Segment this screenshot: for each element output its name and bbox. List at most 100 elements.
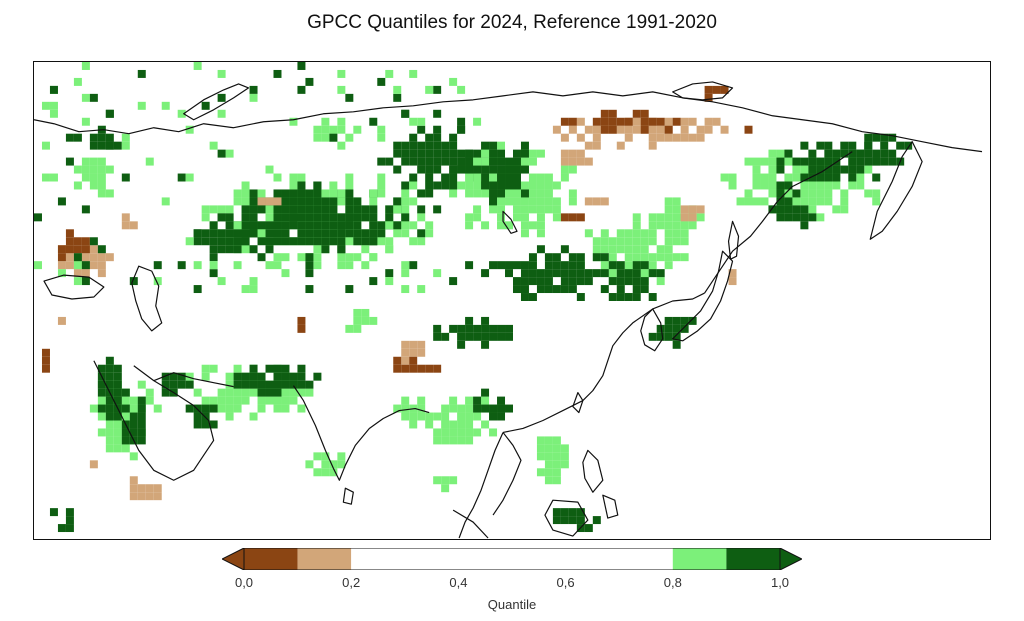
quantile-cell-very-wet (329, 237, 338, 246)
quantile-cell-very-wet (249, 364, 258, 373)
quantile-cell-wet (233, 189, 242, 198)
quantile-cell-very-wet (449, 149, 458, 158)
quantile-cell-very-wet (281, 213, 290, 222)
quantile-cell-wet (457, 404, 466, 413)
quantile-cell-wet (225, 388, 234, 397)
quantile-cell-very-wet (465, 316, 474, 325)
quantile-cell-dry (592, 197, 601, 206)
quantile-cell-very-wet (321, 221, 330, 230)
quantile-cell-very-wet (616, 269, 625, 278)
quantile-cell-wet (209, 396, 218, 405)
quantile-cell-wet (401, 205, 410, 214)
quantile-cell-dry (688, 205, 697, 214)
quantile-cell-very-wet (233, 229, 242, 238)
quantile-cell-wet (97, 157, 106, 166)
quantile-cell-very-wet (369, 205, 378, 214)
quantile-cell-dry (592, 141, 601, 150)
quantile-cell-very-wet (169, 380, 178, 389)
quantile-cell-wet (177, 109, 186, 118)
quantile-cell-wet (409, 412, 418, 421)
quantile-cell-very-wet (217, 149, 226, 158)
quantile-cell-wet (81, 173, 90, 182)
quantile-cell-very-wet (297, 85, 306, 94)
quantile-cell-wet (209, 205, 218, 214)
quantile-cell-very-wet (848, 157, 857, 166)
quantile-cell-very-wet (369, 229, 378, 238)
quantile-cell-dry (664, 133, 673, 142)
quantile-cell-very-wet (505, 324, 513, 333)
quantile-cell-very-dry (632, 109, 641, 118)
quantile-cell-very-wet (497, 261, 506, 270)
quantile-cell-wet (273, 404, 282, 413)
quantile-cell-very-dry (576, 213, 585, 222)
quantile-cell-wet (744, 189, 753, 198)
quantile-cell-dry (680, 125, 689, 134)
quantile-cell-wet (536, 173, 545, 182)
quantile-cell-very-wet (840, 165, 849, 174)
quantile-cell-wet (592, 237, 601, 246)
quantile-cell-dry (129, 492, 138, 501)
quantile-cell-wet (592, 245, 601, 254)
quantile-cell-very-wet (193, 229, 202, 238)
quantile-cell-very-wet (457, 125, 466, 134)
quantile-cell-very-wet (97, 388, 106, 397)
quantile-cell-very-wet (89, 133, 98, 142)
quantile-cell-very-wet (552, 508, 561, 517)
quantile-cell-very-wet (505, 269, 513, 278)
quantile-cell-dry (97, 253, 106, 262)
quantile-cell-very-wet (409, 133, 418, 142)
quantile-cell-very-wet (872, 157, 881, 166)
quantile-cell-very-wet (121, 404, 130, 413)
quantile-cell-very-wet (616, 261, 625, 270)
quantile-cell-very-dry (65, 237, 74, 246)
quantile-cell-wet (465, 428, 474, 437)
quantile-cell-very-wet (137, 436, 146, 445)
quantile-cell-very-wet (257, 372, 266, 381)
quantile-cell-very-wet (401, 109, 410, 118)
quantile-cell-wet (257, 404, 266, 413)
quantile-cell-very-wet (273, 189, 282, 198)
quantile-cell-very-wet (576, 516, 585, 525)
quantile-cell-very-wet (632, 277, 641, 286)
quantile-cell-wet (337, 452, 346, 461)
quantile-cell-wet (145, 157, 154, 166)
quantile-cell-very-dry (616, 117, 625, 126)
quantile-cell-very-wet (425, 173, 434, 182)
quantile-cell-wet (544, 468, 553, 477)
quantile-cell-dry (81, 253, 90, 262)
quantile-cell-very-wet (528, 261, 537, 270)
quantile-cell-very-wet (481, 173, 490, 182)
colorbar-under-arrow (222, 548, 245, 570)
quantile-cell-very-wet (393, 165, 402, 174)
quantile-cell-very-wet (441, 157, 450, 166)
quantile-cell-very-wet (497, 189, 506, 198)
quantile-cell-wet (129, 452, 138, 461)
quantile-cell-wet (321, 460, 330, 469)
quantile-cell-wet (465, 213, 474, 222)
quantile-cell-wet (161, 197, 170, 206)
quantile-cell-very-wet (289, 372, 298, 381)
quantile-cell-very-wet (688, 316, 697, 325)
quantile-cell-very-dry (720, 85, 729, 94)
quantile-cell-very-wet (137, 428, 146, 437)
quantile-cell-very-wet (265, 380, 274, 389)
quantile-cell-wet (409, 117, 418, 126)
quantile-cell-wet (840, 189, 849, 198)
quantile-cell-very-wet (425, 149, 434, 158)
quantile-cell-wet (552, 197, 561, 206)
quantile-cell-wet (89, 157, 98, 166)
quantile-cell-wet (433, 436, 442, 445)
quantile-cell-very-wet (465, 157, 474, 166)
quantile-cell-very-wet (249, 380, 258, 389)
quantile-cell-very-wet (808, 157, 817, 166)
quantile-cell-very-wet (497, 404, 506, 413)
quantile-cell-very-wet (425, 141, 434, 150)
quantile-cell-very-wet (329, 229, 338, 238)
quantile-cell-very-wet (105, 356, 114, 365)
quantile-cell-very-wet (824, 165, 833, 174)
quantile-cell-dry (401, 348, 410, 357)
quantile-cell-very-wet (297, 213, 306, 222)
quantile-cell-dry (680, 213, 689, 222)
quantile-cell-dry (417, 340, 426, 349)
quantile-cell-wet (560, 173, 569, 182)
